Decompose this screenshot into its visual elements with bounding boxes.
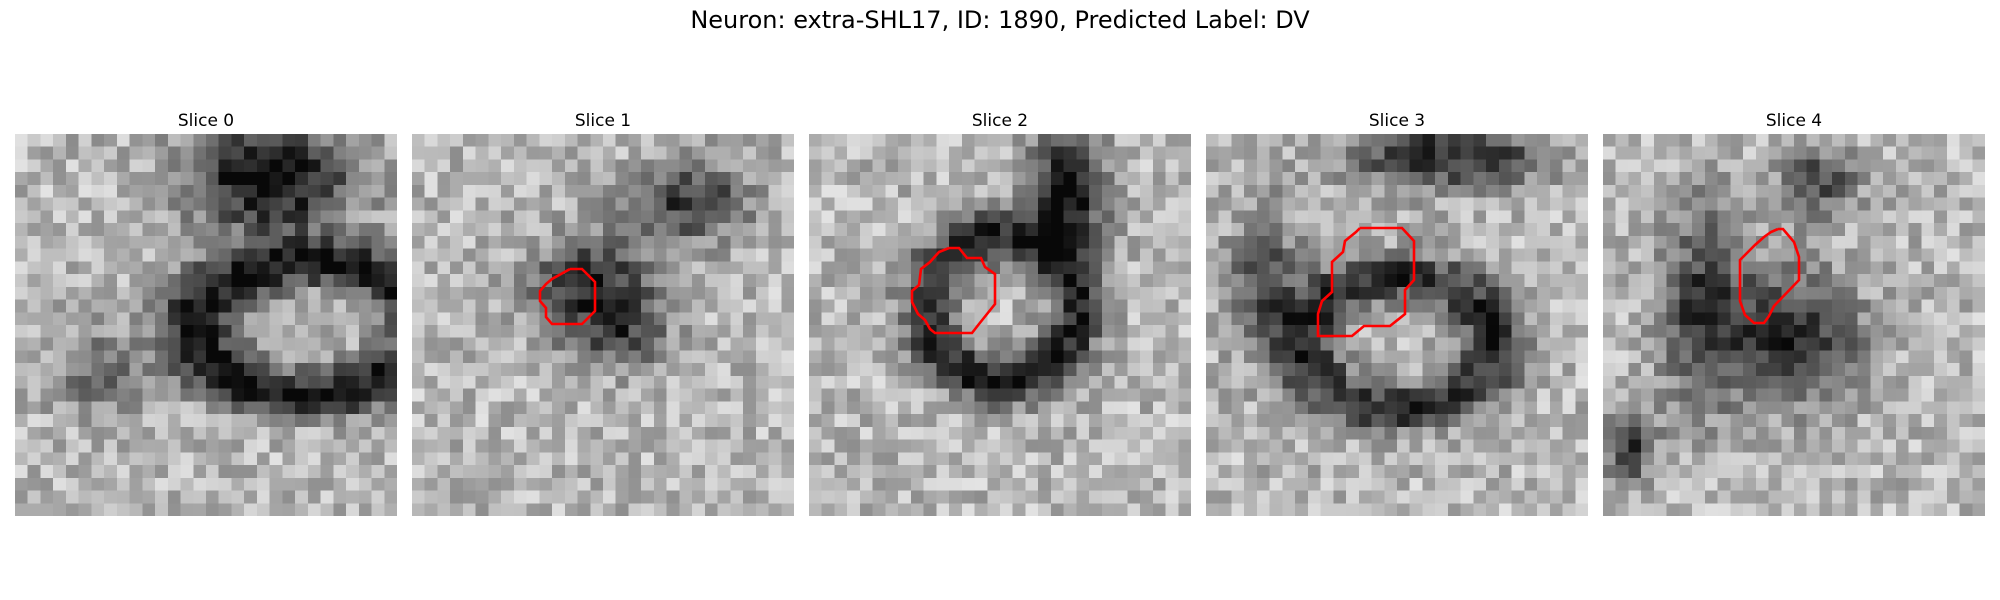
slice-image [1206,134,1588,516]
slice-title: Slice 2 [971,111,1029,131]
slice-image [809,134,1191,516]
slice-panel-1: Slice 1 [412,108,794,516]
figure-title: Neuron: extra-SHL17, ID: 1890, Predicted… [690,6,1310,34]
slice-image [412,134,794,516]
slice-title: Slice 0 [177,111,235,131]
slice-panel-0: Slice 0 [15,108,397,516]
slice-panel-4: Slice 4 [1603,108,1985,516]
slice-image [1603,134,1985,516]
slice-title: Slice 3 [1368,111,1426,131]
slice-image [15,134,397,516]
slice-title: Slice 1 [574,111,632,131]
slice-panel-2: Slice 2 [809,108,1191,516]
slice-panel-3: Slice 3 [1206,108,1588,516]
slice-title: Slice 4 [1765,111,1823,131]
